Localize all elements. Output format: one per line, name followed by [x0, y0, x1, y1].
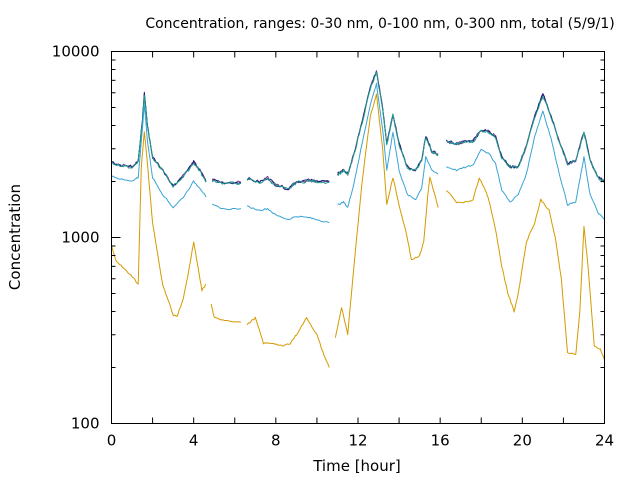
y-tick-label: 1000 [61, 229, 99, 247]
y-axis-title: Concentration [6, 184, 24, 290]
series-line-4 [246, 205, 330, 224]
series-line-5 [334, 93, 439, 338]
series-line-4 [446, 110, 605, 220]
series-line-2 [211, 178, 242, 185]
x-tick-label: 8 [271, 432, 281, 450]
series-line-5 [246, 316, 330, 368]
series-line-2 [445, 93, 605, 183]
series-line-3 [446, 96, 605, 183]
y-tick-label: 10000 [52, 43, 100, 61]
chart-title: Concentration, ranges: 0-30 nm, 0-100 nm… [145, 16, 614, 32]
series-line-5 [446, 177, 605, 360]
series-line-4 [211, 203, 242, 211]
series-line-5 [111, 131, 207, 317]
series-layer [111, 70, 605, 368]
x-tick-label: 16 [431, 432, 450, 450]
x-tick-label: 24 [595, 432, 614, 450]
series-line-2 [246, 177, 330, 190]
x-axis-title: Time [hour] [312, 457, 401, 475]
ticks-layer: 0 4 8 12 16 20 24 100 1000 10000 [52, 43, 614, 450]
series-line-3 [246, 178, 330, 190]
series-line-4 [111, 104, 207, 209]
x-tick-label: 0 [107, 432, 117, 450]
series-line-5 [210, 303, 242, 323]
series-line-3 [111, 95, 207, 188]
x-tick-label: 20 [513, 432, 532, 450]
series-line-2 [111, 92, 207, 186]
x-tick-label: 4 [189, 432, 199, 450]
series-line-3 [337, 71, 439, 176]
x-tick-label: 12 [348, 432, 367, 450]
series-line-1 [445, 94, 605, 183]
series-line-4 [337, 82, 439, 208]
plot-frame [111, 51, 605, 424]
series-line-3 [211, 180, 242, 185]
series-line-1 [111, 91, 207, 187]
y-tick-label: 100 [71, 415, 100, 433]
